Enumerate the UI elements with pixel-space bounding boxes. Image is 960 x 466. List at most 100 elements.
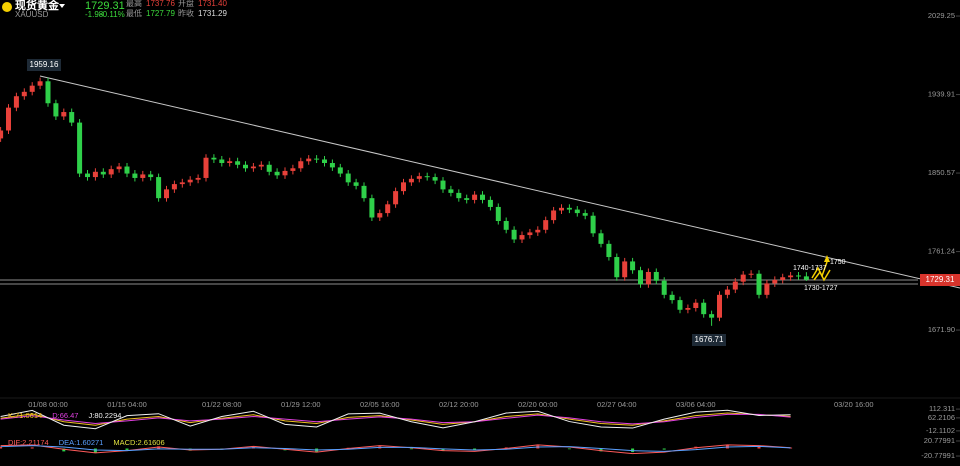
candle-body bbox=[448, 189, 454, 193]
y-tick-label: 1850.57 bbox=[928, 168, 955, 177]
candle-body bbox=[37, 81, 43, 86]
candle-body bbox=[717, 294, 722, 318]
candle-body bbox=[440, 180, 446, 190]
candle-body bbox=[590, 215, 596, 234]
y-tick-label: 62.2106 bbox=[928, 413, 955, 422]
candle-body bbox=[709, 314, 715, 318]
legend-label: J:80.2294 bbox=[88, 411, 121, 420]
high-label-box bbox=[27, 59, 61, 71]
candle-body bbox=[638, 270, 643, 285]
candle-body bbox=[179, 182, 185, 185]
y-tick-label: -12.1102 bbox=[926, 426, 955, 435]
x-tick-label: 01/29 12:00 bbox=[281, 400, 321, 409]
last-price: 1729.31 bbox=[85, 0, 125, 12]
candle-body bbox=[29, 85, 35, 92]
low-label-box bbox=[692, 334, 726, 346]
symbol-code: XAUUSD bbox=[15, 10, 49, 19]
candle-body bbox=[645, 271, 651, 285]
candle-body bbox=[685, 308, 691, 310]
candle-body bbox=[235, 161, 241, 165]
candle-body bbox=[353, 182, 359, 186]
candle-body bbox=[788, 275, 794, 278]
macd-bar bbox=[441, 448, 445, 452]
low-label: 1676.71 bbox=[695, 335, 724, 344]
candle-body bbox=[472, 194, 478, 200]
x-tick-label: 03/06 04:00 bbox=[676, 400, 716, 409]
candle-body bbox=[432, 177, 438, 181]
candle-body bbox=[622, 261, 628, 278]
macd-bar bbox=[0, 446, 3, 449]
legend-label: MACD:2.61606 bbox=[113, 438, 164, 447]
candle-body bbox=[630, 261, 636, 271]
candle-body bbox=[669, 294, 675, 301]
macd-bar bbox=[757, 446, 761, 449]
candle-body bbox=[408, 178, 414, 183]
macd-bar bbox=[599, 448, 603, 452]
candle-body bbox=[290, 168, 296, 171]
candle-body bbox=[116, 166, 122, 170]
y-tick-label: 1939.91 bbox=[928, 90, 955, 99]
indicator-line bbox=[0, 409, 791, 430]
candle-body bbox=[187, 179, 193, 183]
dropdown-arrow[interactable] bbox=[59, 4, 65, 8]
candle-body bbox=[487, 199, 493, 207]
stat-value: 1737.76 bbox=[146, 0, 175, 8]
candle-body bbox=[543, 220, 549, 230]
candle-body bbox=[582, 213, 588, 216]
y-tick-label: 1671.90 bbox=[928, 325, 955, 334]
candle-body bbox=[772, 279, 778, 284]
x-tick-label: 02/20 00:00 bbox=[518, 400, 558, 409]
y-tick-label: 2029.25 bbox=[928, 11, 955, 20]
candle-body bbox=[566, 207, 572, 210]
candle-body bbox=[203, 157, 209, 178]
arrow-head bbox=[824, 255, 830, 262]
stat-label: 昨收 bbox=[178, 8, 194, 18]
candle-body bbox=[724, 289, 730, 295]
x-tick-label: 02/12 20:00 bbox=[439, 400, 479, 409]
price-change: -1.98 bbox=[85, 10, 104, 19]
candle-body bbox=[803, 276, 809, 280]
candle-body bbox=[250, 166, 256, 169]
high-label: 1959.16 bbox=[30, 60, 59, 69]
candle-body bbox=[227, 161, 233, 164]
candle-body bbox=[796, 275, 801, 277]
candle-body bbox=[377, 213, 383, 218]
candle-body bbox=[21, 91, 27, 97]
annotation: 1740-1737 bbox=[793, 265, 827, 272]
forecast-arrow bbox=[813, 269, 831, 282]
annotation: 1730-1727 bbox=[804, 285, 838, 292]
candle-body bbox=[511, 229, 517, 240]
candle-body bbox=[653, 271, 659, 281]
stat-value: 1731.40 bbox=[198, 0, 227, 8]
candle-body bbox=[345, 173, 351, 183]
candle-body bbox=[282, 170, 288, 176]
candle-body bbox=[780, 277, 786, 280]
macd-bar bbox=[62, 448, 66, 452]
macd-bar bbox=[125, 448, 129, 450]
x-tick-label: 01/22 08:00 bbox=[202, 400, 242, 409]
candle-body bbox=[361, 185, 367, 199]
candle-body bbox=[329, 163, 335, 168]
candle-body bbox=[211, 157, 217, 160]
candle-body bbox=[306, 158, 312, 162]
x-tick-label: 02/05 16:00 bbox=[360, 400, 400, 409]
price-tag-label: 1729.31 bbox=[926, 275, 955, 284]
candle-body bbox=[393, 191, 399, 205]
gold-icon bbox=[2, 2, 12, 12]
macd-bar bbox=[567, 448, 571, 450]
price-tag bbox=[920, 274, 960, 286]
candle-body bbox=[298, 161, 304, 169]
candle-body bbox=[701, 302, 707, 315]
candle-body bbox=[77, 122, 83, 174]
candle-body bbox=[677, 300, 683, 310]
candle-body bbox=[764, 283, 770, 295]
symbol-name[interactable]: 现货黄金 bbox=[15, 0, 60, 12]
candle-body bbox=[756, 273, 762, 295]
macd-bar bbox=[93, 448, 97, 453]
stat-value: 1731.29 bbox=[198, 9, 227, 18]
candle-body bbox=[369, 198, 375, 218]
candle-body bbox=[124, 166, 130, 174]
legend-label: DIF:2.21174 bbox=[8, 438, 49, 447]
candle-body bbox=[606, 243, 612, 258]
macd-bar bbox=[504, 447, 508, 449]
